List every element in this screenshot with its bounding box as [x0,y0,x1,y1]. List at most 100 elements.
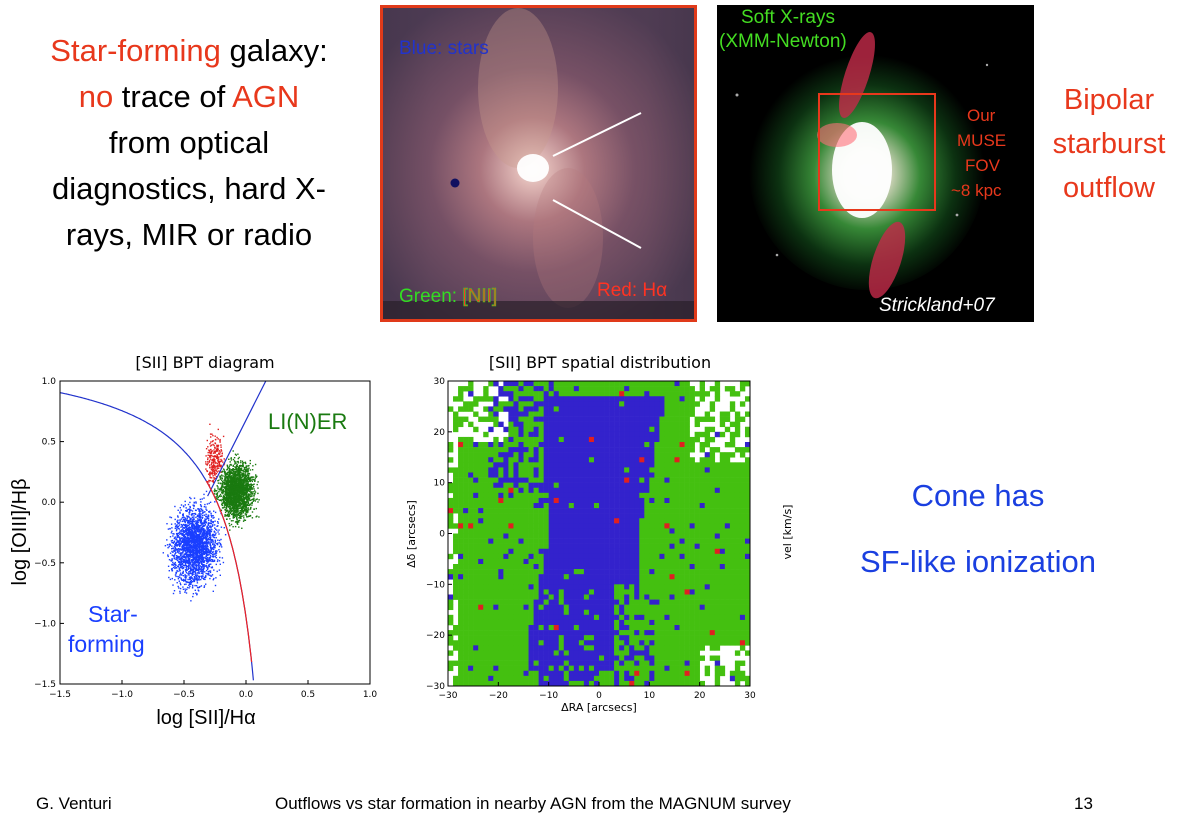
bpt-point-sf [198,570,200,572]
bpt-point-sf [214,540,217,542]
bpt-point-seyfert [211,465,213,467]
bpt-point-liner [226,473,229,476]
bpt-point-sf [182,528,184,530]
bpt-point-sf [211,574,214,576]
bpt-point-sf [207,560,209,562]
bpt-point-liner [234,515,236,517]
bpt-point-liner [230,489,232,492]
bpt-point-sf [184,563,187,565]
bpt-point-sf [185,552,187,555]
bpt-point-sf [196,569,198,571]
bpt-point-liner [251,492,254,495]
bpt-point-sf [179,537,181,539]
map-pixel [609,381,615,387]
bpt-point-liner [247,478,249,480]
bpt-point-sf [186,553,189,555]
bpt-point-liner [253,488,255,490]
bpt-point-sf [185,551,187,553]
bpt-scatter-points [162,423,260,602]
map-pixel [674,381,680,387]
bpt-point-liner [225,506,228,508]
label-fov-muse: MUSE [957,131,1007,150]
bpt-point-sf [185,539,187,541]
bpt-point-sf [199,525,201,527]
bpt-point-sf [216,529,218,531]
bpt-point-liner [247,495,249,498]
bpt-point-sf [219,542,222,545]
bpt-point-sf [202,569,204,572]
bpt-point-liner [245,475,247,477]
bpt-point-liner [225,486,227,488]
bpt-point-sf [220,544,222,546]
bpt-point-sf [201,561,203,564]
bpt-point-sf [188,571,190,573]
bpt-point-liner [222,484,224,486]
map-pixel [498,391,504,397]
bpt-point-liner [240,481,242,483]
bpt-point-sf [168,576,170,579]
bpt-point-sf [206,517,208,520]
bpt-point-sf [196,574,199,576]
bpt-point-sf [210,550,212,552]
bpt-point-sf [199,520,201,523]
bpt-point-sf [211,547,213,549]
bpt-point-sf [208,551,210,553]
bpt-point-liner [228,467,230,469]
bpt-point-liner [224,511,227,514]
bpt-point-liner [234,461,237,463]
bpt-point-sf [198,577,200,579]
bpt-point-sf [183,535,185,537]
label-green-line: [NII] [462,286,498,308]
muse-composite-image: Blue: stars Green: [NII] Red: Hα [380,5,697,322]
bpt-point-sf [199,519,201,521]
bpt-point-sf [200,553,203,555]
bpt-point-liner [247,473,249,476]
bpt-point-sf [209,537,212,540]
bpt-point-liner [226,476,228,478]
bpt-point-sf [172,555,175,557]
bpt-point-sf [217,531,219,533]
bpt-point-sf [192,513,194,515]
bpt-point-seyfert [212,465,214,467]
bpt-point-liner [231,479,234,481]
bpt-point-seyfert [209,473,211,475]
bpt-point-liner [221,474,223,476]
bpt-point-liner [246,495,248,498]
bpt-point-sf [185,570,187,572]
bpt-point-liner [238,468,240,470]
bpt-point-sf [190,509,192,511]
bpt-point-sf [203,531,206,533]
bpt-point-liner [228,507,231,510]
bpt-point-sf [203,553,206,555]
bpt-point-sf [193,528,196,531]
bpt-point-sf [187,542,189,544]
bpt-point-sf [203,576,206,579]
bpt-point-sf [192,560,195,562]
bpt-point-sf [189,496,191,499]
bpt-point-sf [196,522,198,525]
bpt-point-liner [239,516,242,518]
bpt-point-sf [182,570,184,573]
bpt-point-sf [182,547,184,550]
bpt-point-liner [224,503,226,506]
bpt-point-sf [180,523,182,526]
bpt-point-liner [231,503,233,505]
bpt-point-liner [251,517,254,519]
bpt-point-seyfert [208,481,210,483]
bpt-point-sf [195,556,198,559]
bpt-point-liner [226,481,229,483]
bpt-point-liner [247,482,249,484]
bpt-point-sf [185,544,187,546]
bpt-point-seyfert [205,463,207,465]
bpt-point-seyfert [223,458,225,460]
bpt-point-sf [192,552,194,555]
bpt-point-liner [232,450,234,452]
bpt-point-liner [233,497,236,500]
bpt-ytick-label: 0.0 [42,498,57,508]
bpt-point-sf [194,532,196,534]
bpt-point-seyfert [212,468,215,471]
bpt-point-liner [249,499,251,502]
bpt-point-sf [176,543,178,545]
bpt-point-liner [253,483,255,485]
bpt-point-liner [235,500,237,503]
